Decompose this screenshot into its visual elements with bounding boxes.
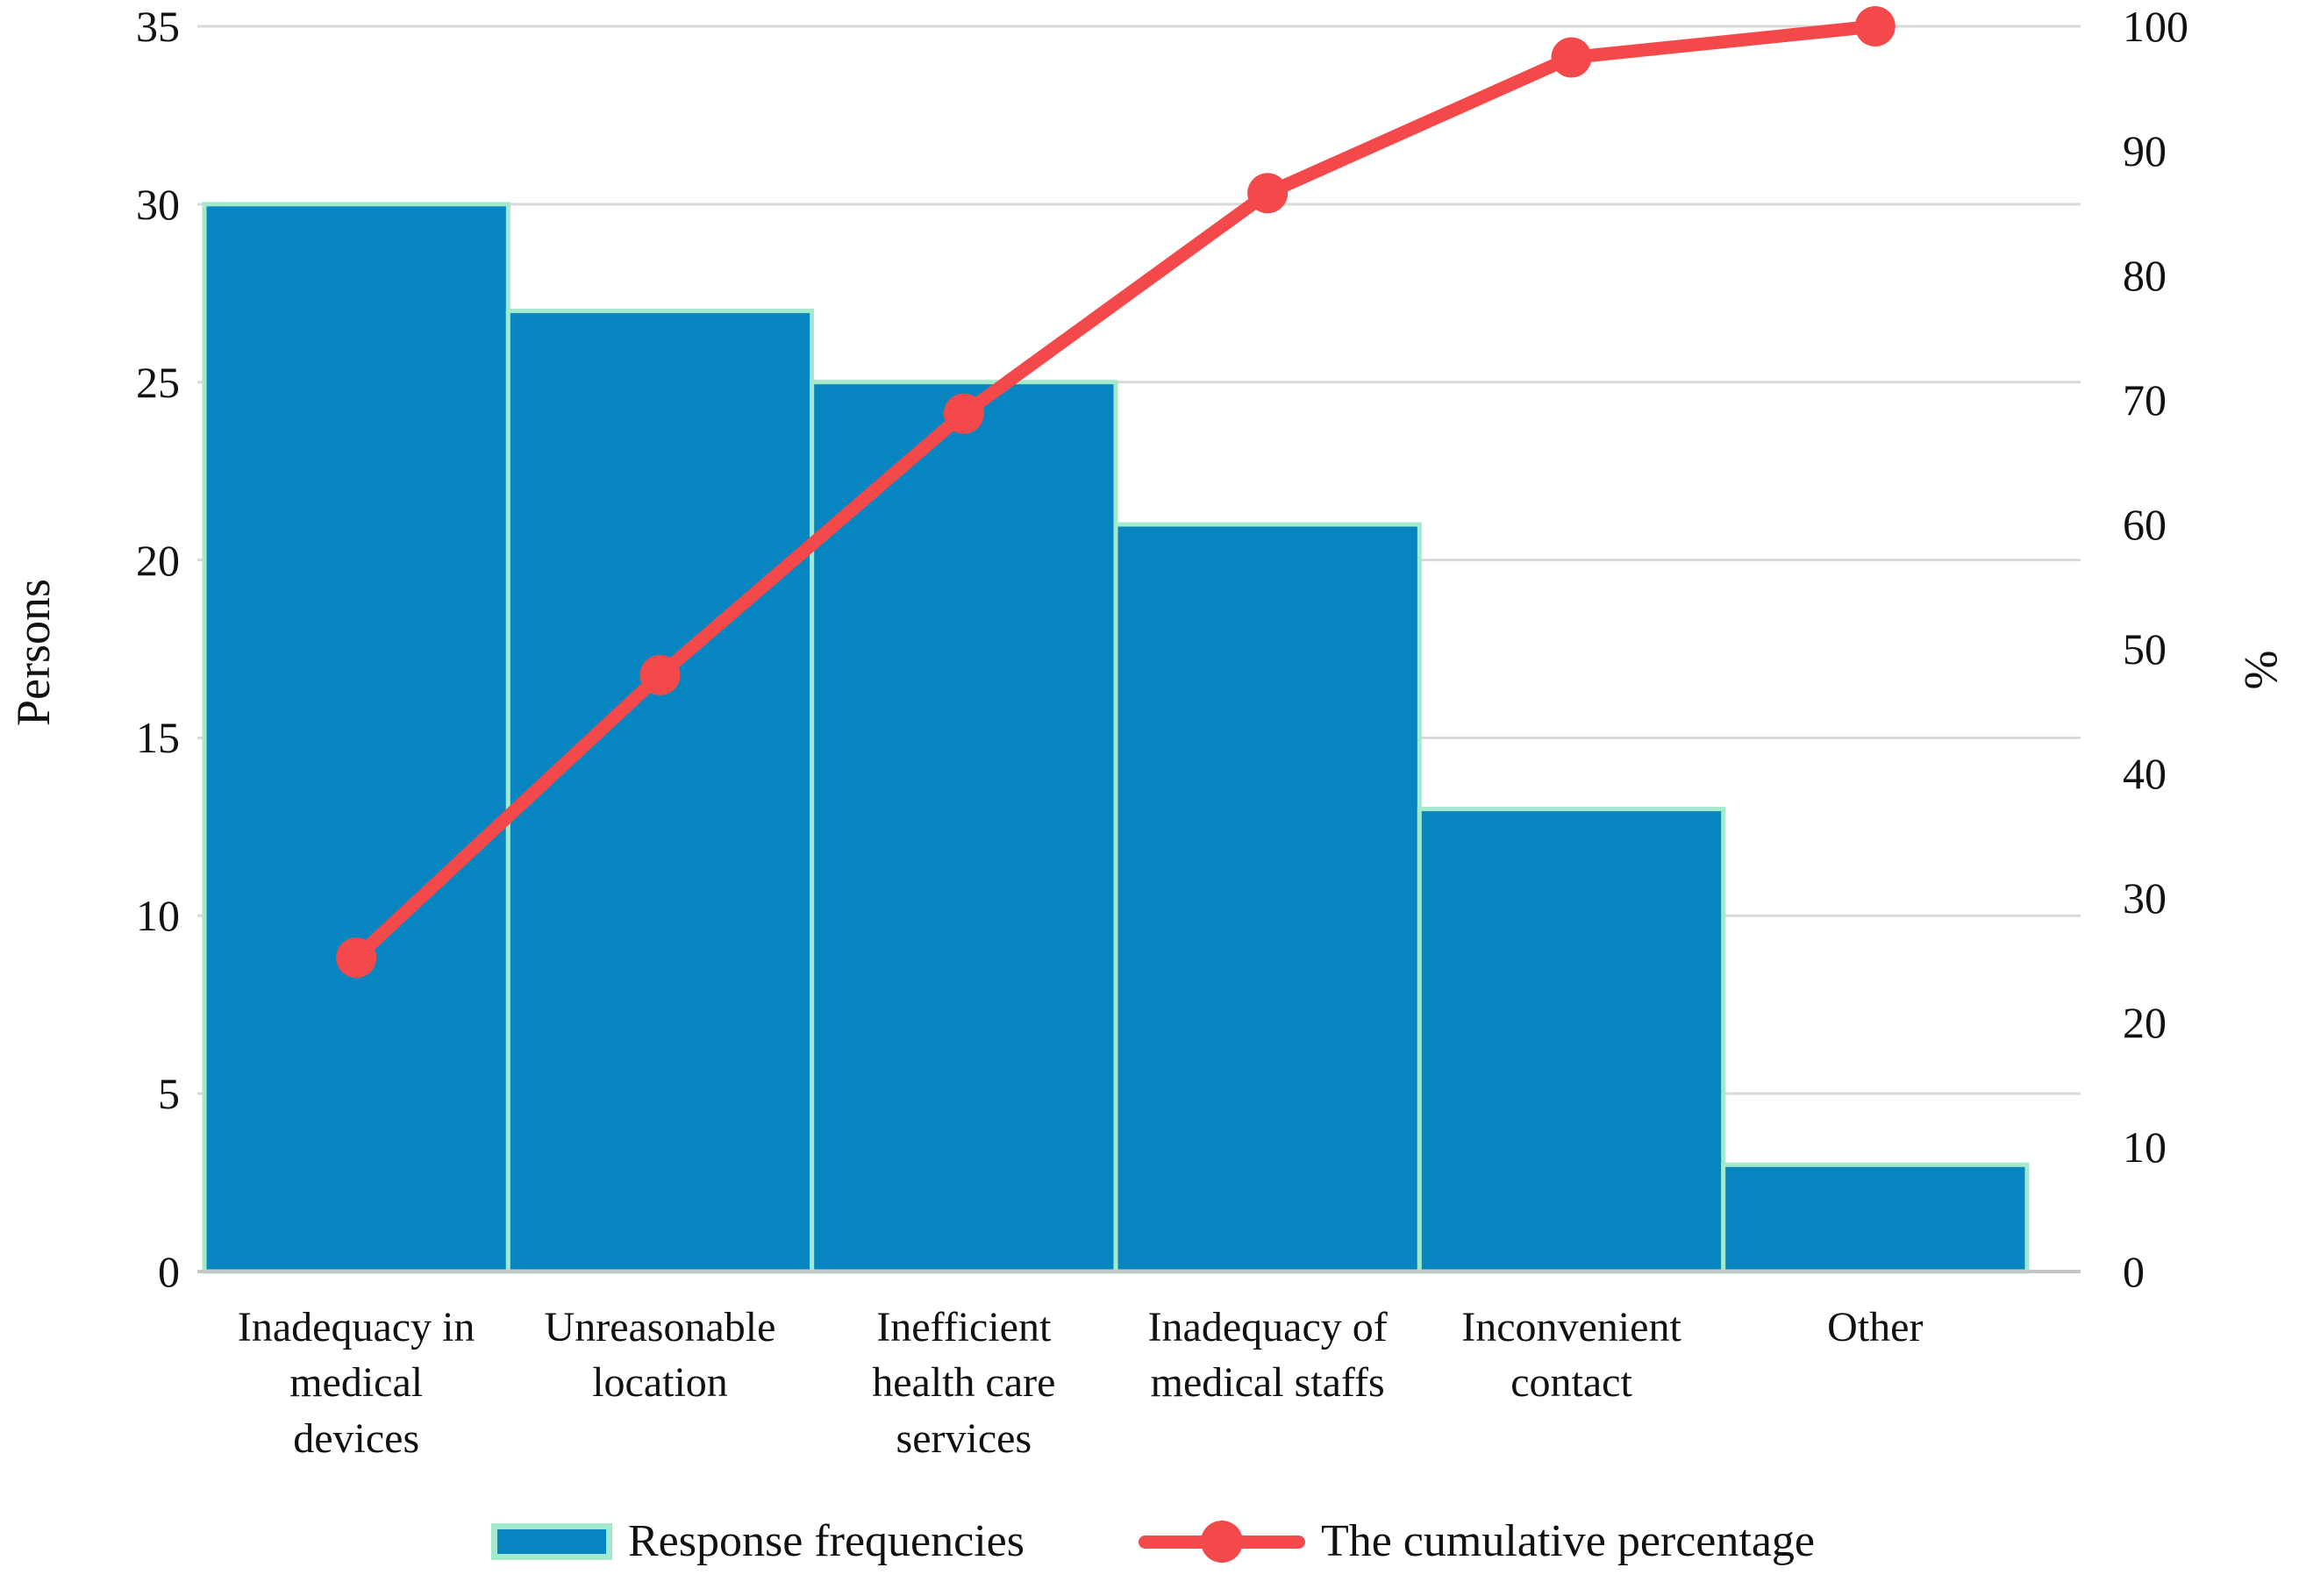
legend-item-line: The cumulative percentage (1138, 1515, 1815, 1567)
right-tick-label: 40 (2123, 749, 2167, 798)
line-marker (1854, 6, 1895, 46)
right-tick-label: 20 (2123, 998, 2167, 1047)
left-axis-title: Persons (7, 579, 60, 727)
line-series-marker-icon (1138, 1517, 1305, 1566)
category-label: Unreasonable location (544, 1304, 776, 1407)
line-marker (639, 654, 681, 695)
bar (1721, 1162, 2030, 1274)
bar-series-swatch-icon (491, 1522, 612, 1560)
left-tick-label: 35 (136, 2, 180, 51)
category-label: Other (1827, 1304, 1924, 1350)
right-tick-label: 0 (2123, 1247, 2145, 1296)
legend-item-bars: Response frequencies (491, 1515, 1024, 1567)
right-tick-label: 80 (2123, 251, 2167, 300)
chart-legend: Response frequencies The cumulative perc… (0, 1515, 2306, 1567)
cumulative-line (349, 19, 1882, 965)
left-tick-label: 30 (136, 179, 180, 229)
bar (1417, 807, 1726, 1274)
right-tick-label: 50 (2123, 624, 2167, 673)
bar (810, 380, 1118, 1274)
category-label: Inefficient health care services (872, 1304, 1056, 1462)
legend-label-line: The cumulative percentage (1320, 1516, 1815, 1566)
category-label: Inadequacy in medical devices (237, 1304, 475, 1462)
left-tick-label: 15 (136, 713, 180, 763)
left-tick-label: 20 (136, 535, 180, 585)
left-tick-label: 0 (158, 1247, 180, 1296)
left-tick-label: 10 (136, 891, 180, 941)
line-marker (336, 937, 377, 979)
line-marker (1551, 37, 1592, 78)
right-tick-label: 30 (2123, 873, 2167, 923)
right-tick-label: 60 (2123, 500, 2167, 549)
bar (202, 202, 510, 1274)
line-marker (1247, 173, 1289, 214)
right-tick-label: 10 (2123, 1122, 2167, 1172)
category-label: Inconvenient contact (1461, 1304, 1681, 1407)
right-axis-title: % (2235, 650, 2288, 690)
bar (1113, 522, 1422, 1274)
left-tick-label: 5 (158, 1069, 180, 1119)
line-marker (943, 393, 984, 434)
category-label: Inadequacy of medical staffs (1147, 1304, 1388, 1407)
legend-label-bars: Response frequencies (628, 1516, 1024, 1566)
bar (505, 309, 815, 1274)
left-tick-label: 25 (136, 357, 180, 407)
right-tick-label: 90 (2123, 126, 2167, 175)
right-tick-label: 100 (2123, 2, 2188, 51)
right-tick-label: 70 (2123, 375, 2167, 424)
